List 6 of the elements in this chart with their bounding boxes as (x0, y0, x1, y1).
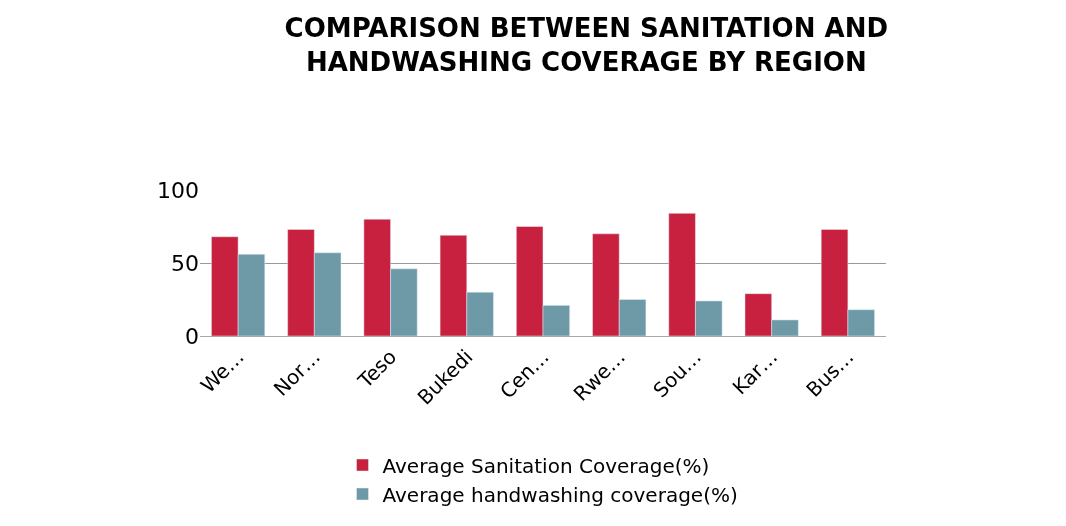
x-tick-label: Teso (352, 344, 402, 394)
legend-label: Average Sanitation Coverage(%) (382, 453, 710, 478)
legend-label: Average handwashing coverage(%) (382, 482, 738, 507)
chart-title: COMPARISON BETWEEN SANITATION AND HANDWASHING COVERAGE BY REGION (284, 12, 888, 77)
y-tick-label: 50 (171, 250, 199, 276)
y-tick-label: 100 (157, 177, 199, 203)
